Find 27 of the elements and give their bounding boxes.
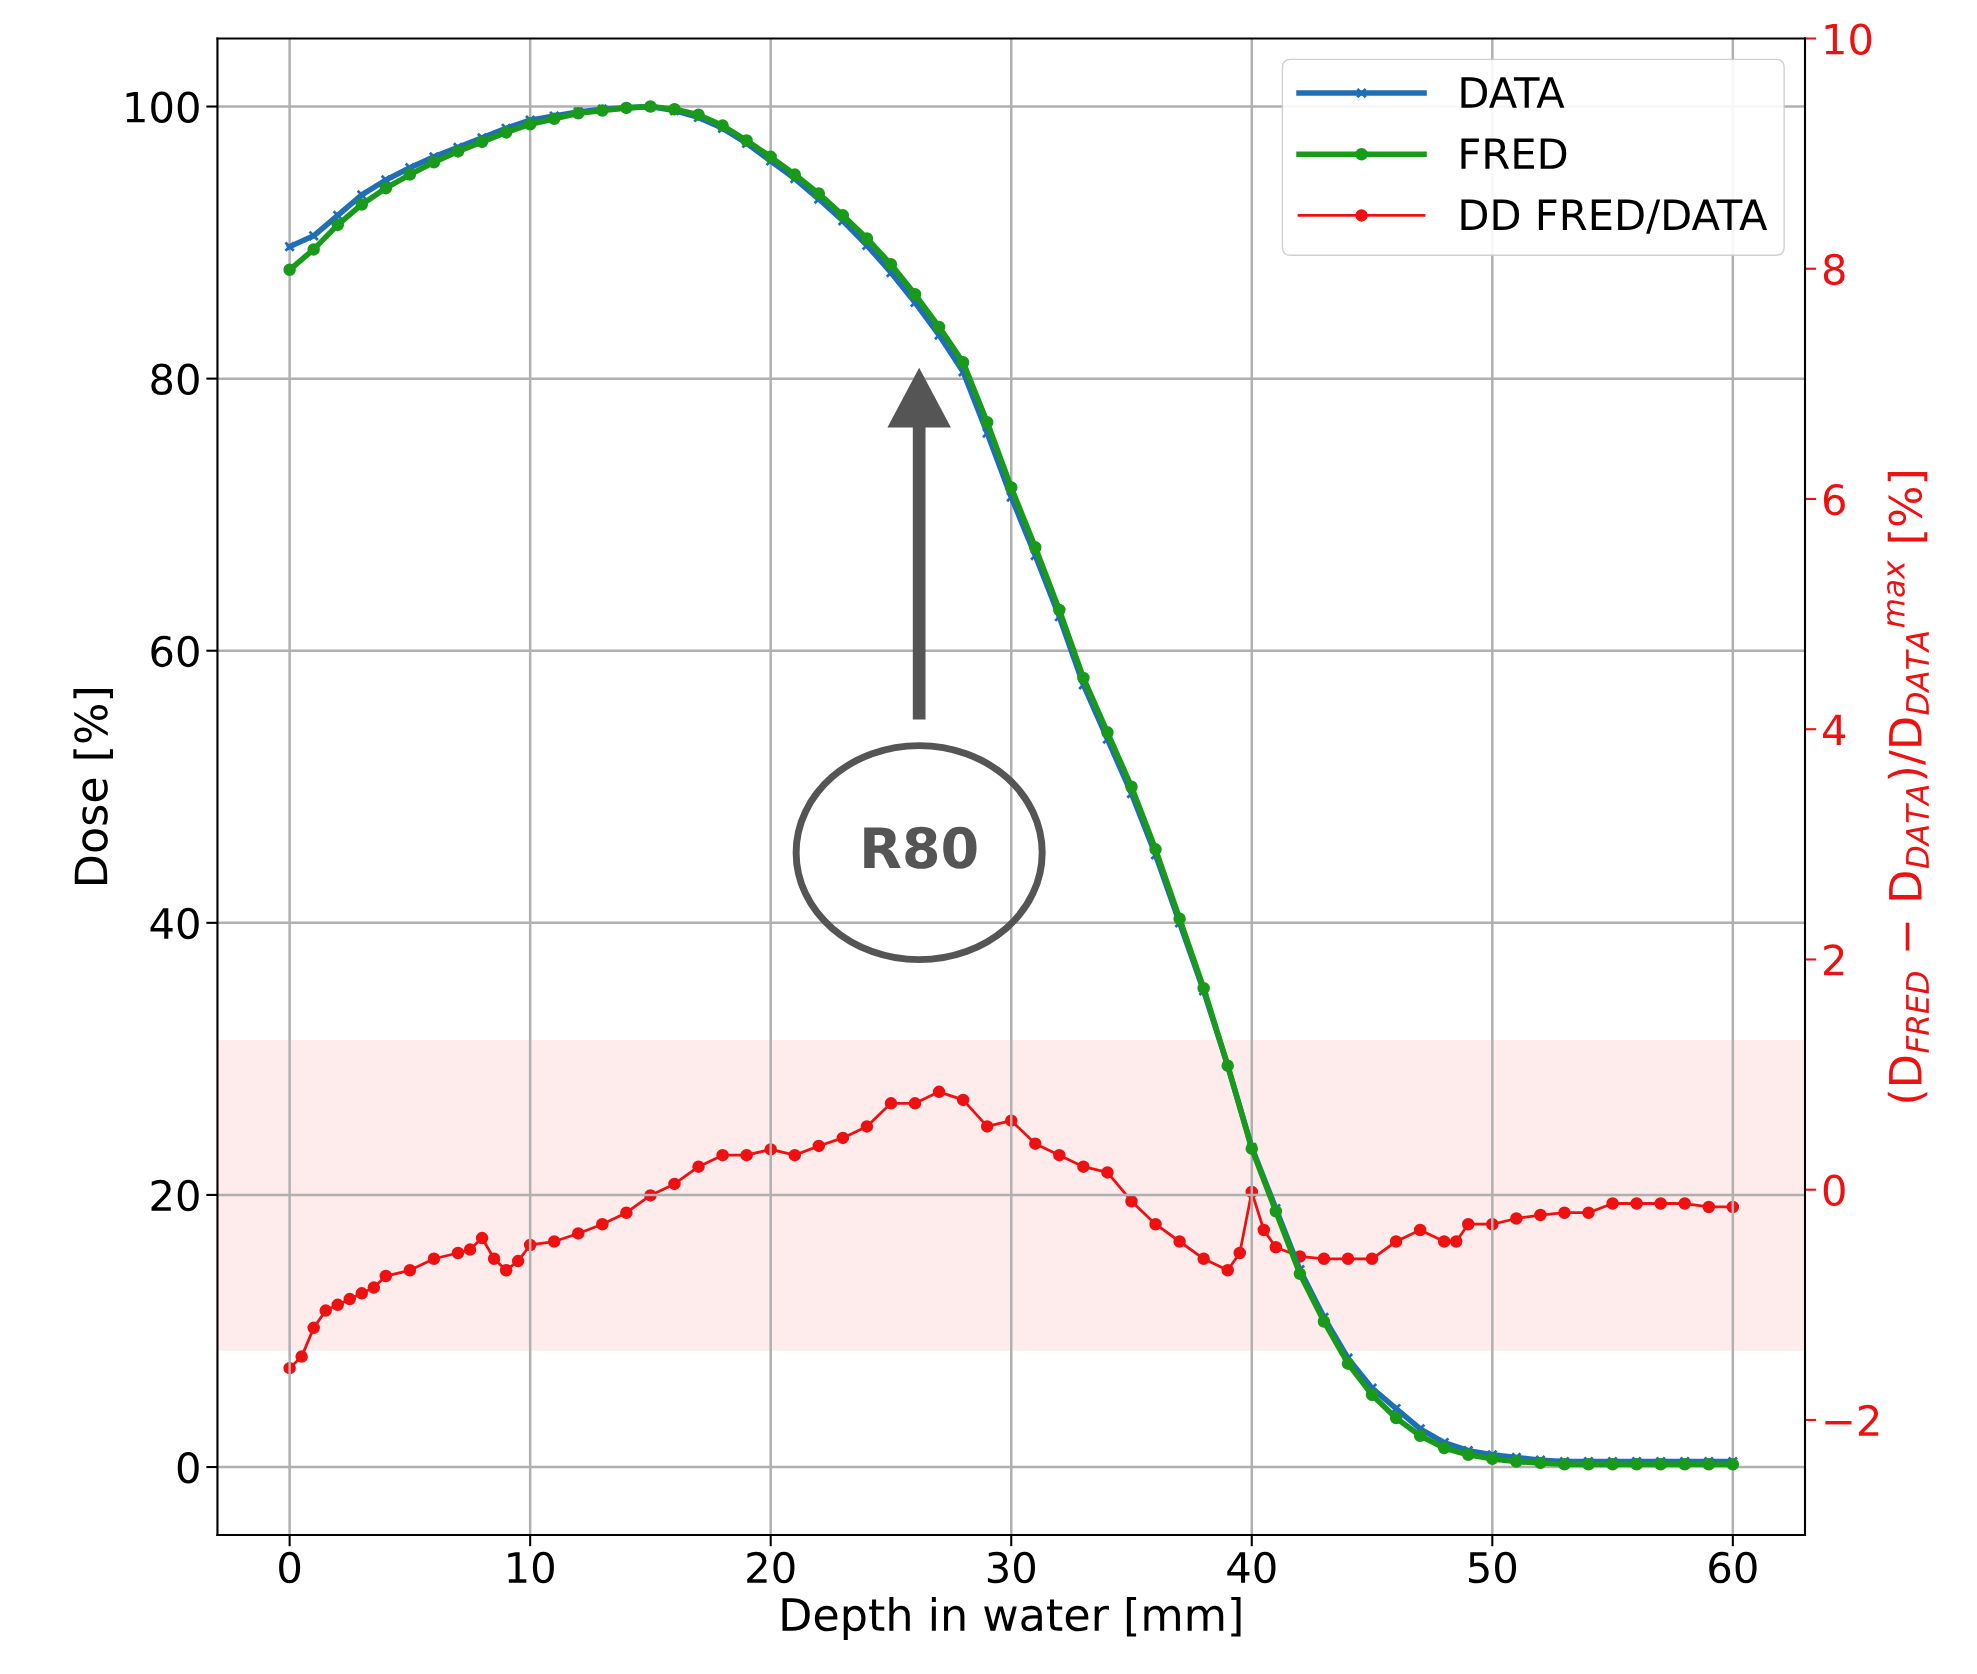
- y-tick-label: 0: [177, 1451, 199, 1484]
- y2-tick-label: 2: [1824, 944, 1844, 976]
- legend-label: DATA: [1461, 77, 1565, 108]
- x-axis-title: Depth in water [mm]: [782, 1596, 1241, 1640]
- y2-tick-label: 10: [1825, 23, 1872, 55]
- y2-tick-label: 6: [1823, 483, 1845, 516]
- x-tick-label: 40: [1227, 1551, 1276, 1584]
- annotation: R80: [864, 826, 977, 869]
- y2-axis-title: (D$_{FRED}$ − D$_{DATA}$)/D$_{DATA}$$^{max}$ [%]: [1887, 472, 1929, 1102]
- x-tick-label: 0: [279, 1551, 301, 1584]
- legend-label: DD FRED/DATA: [1461, 199, 1768, 234]
- x-tick-label: 50: [1469, 1551, 1517, 1584]
- y2-tick-label: −2: [1825, 1404, 1879, 1436]
- x-tick-label: 60: [1709, 1551, 1757, 1584]
- y-tick-label: 80: [151, 363, 199, 396]
- x-tick-label: 30: [987, 1551, 1035, 1584]
- y-tick-label: 40: [150, 907, 199, 940]
- y2-tick-label: 8: [1823, 253, 1845, 286]
- y2-tick-label: 4: [1823, 714, 1846, 746]
- y-tick-label: 60: [151, 635, 199, 668]
- y-axis-title: Dose [%]: [73, 689, 114, 884]
- y-tick-label: 20: [151, 1179, 199, 1212]
- x-tick-label: 10: [508, 1551, 554, 1584]
- y2-tick-label: 0: [1823, 1174, 1845, 1207]
- legend-label: FRED: [1461, 138, 1567, 169]
- y-tick-label: 100: [126, 91, 199, 123]
- x-tick-label: 20: [747, 1551, 795, 1584]
